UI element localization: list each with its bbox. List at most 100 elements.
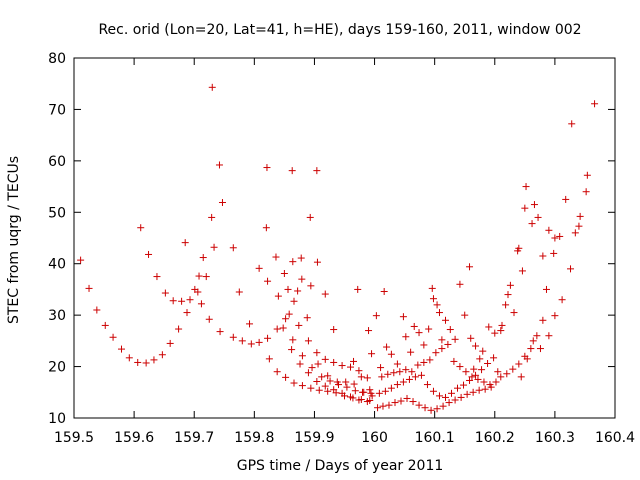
data-point xyxy=(137,224,145,232)
data-point xyxy=(463,390,471,398)
data-point xyxy=(145,250,153,258)
data-point xyxy=(491,329,499,337)
data-point xyxy=(330,386,338,394)
data-point xyxy=(438,336,446,344)
data-point xyxy=(427,406,435,414)
data-point xyxy=(282,315,290,323)
data-point xyxy=(454,384,462,392)
data-point xyxy=(536,345,544,353)
data-point xyxy=(510,309,518,317)
data-point xyxy=(503,370,511,378)
data-point xyxy=(528,220,536,228)
x-tick-labels: 159.5 159.6 159.7 159.8 159.9 160 160.1 160.2 16… xyxy=(54,430,635,446)
data-point xyxy=(568,120,576,128)
data-point xyxy=(433,405,441,413)
data-point xyxy=(591,100,599,108)
data-point xyxy=(469,388,477,396)
data-point xyxy=(142,359,150,367)
data-point xyxy=(375,389,383,397)
data-point xyxy=(247,340,255,348)
data-point xyxy=(289,336,297,344)
x-tick-label: 160.2 xyxy=(475,430,515,446)
data-point xyxy=(295,321,303,329)
data-point xyxy=(372,312,380,320)
data-point xyxy=(298,382,306,390)
data-point xyxy=(439,402,447,410)
y-tick-label: 80 xyxy=(48,51,66,67)
data-point xyxy=(246,320,254,328)
data-point xyxy=(306,213,314,221)
data-point xyxy=(447,389,455,397)
data-point xyxy=(556,232,564,240)
x-tick-label: 160.4 xyxy=(595,430,635,446)
data-point xyxy=(205,315,213,323)
data-point xyxy=(321,382,329,390)
data-point xyxy=(285,310,293,318)
data-point xyxy=(308,364,316,372)
data-point xyxy=(109,333,117,341)
data-point xyxy=(562,195,570,203)
data-point xyxy=(529,337,537,345)
x-tick-label: 159.5 xyxy=(54,430,94,446)
data-point xyxy=(343,383,351,391)
data-point xyxy=(330,358,338,366)
data-point xyxy=(85,284,93,292)
x-tick-label: 160 xyxy=(361,430,388,446)
data-point xyxy=(391,399,399,407)
data-point xyxy=(298,352,306,360)
data-point xyxy=(197,300,205,308)
data-point xyxy=(466,376,474,384)
data-point xyxy=(426,356,434,364)
data-point xyxy=(410,322,418,330)
data-point xyxy=(441,393,449,401)
data-point xyxy=(284,285,292,293)
data-point xyxy=(134,358,142,366)
data-point xyxy=(288,167,296,175)
data-point xyxy=(357,373,365,381)
data-point xyxy=(411,373,419,381)
data-point xyxy=(347,363,355,371)
data-point xyxy=(321,355,329,363)
data-point xyxy=(542,285,550,293)
plot-frame xyxy=(73,57,616,419)
data-point xyxy=(264,334,272,342)
data-point xyxy=(417,371,425,379)
data-point xyxy=(462,368,470,376)
data-point xyxy=(429,295,437,303)
data-point xyxy=(359,388,367,396)
data-point xyxy=(297,254,305,262)
y-tick-label: 30 xyxy=(48,308,66,324)
data-point xyxy=(571,229,579,237)
data-point xyxy=(460,381,468,389)
data-point xyxy=(381,387,389,395)
data-point xyxy=(238,337,246,345)
data-point xyxy=(208,83,216,91)
data-point xyxy=(150,356,158,364)
data-point xyxy=(326,377,334,385)
data-point xyxy=(229,333,237,341)
data-point xyxy=(474,375,482,383)
data-point xyxy=(235,288,243,296)
data-point xyxy=(518,267,526,275)
y-axis-label: STEC from uqrg / TECUs xyxy=(6,156,22,324)
data-point xyxy=(534,213,542,221)
axis-ticks xyxy=(73,57,616,419)
data-point xyxy=(354,285,362,293)
data-point xyxy=(289,258,297,266)
y-tick-label: 50 xyxy=(48,205,66,221)
data-point xyxy=(550,249,558,257)
data-point xyxy=(355,396,363,404)
data-point xyxy=(294,287,302,295)
data-point xyxy=(472,342,480,350)
data-point xyxy=(441,316,449,324)
data-point xyxy=(273,325,281,333)
data-point xyxy=(521,204,529,212)
data-point xyxy=(307,282,315,290)
data-point xyxy=(403,394,411,402)
data-point xyxy=(272,253,280,261)
y-tick-label: 60 xyxy=(48,154,66,170)
data-point xyxy=(435,392,443,400)
data-point xyxy=(405,375,413,383)
data-point xyxy=(485,323,493,331)
data-point xyxy=(494,368,502,376)
